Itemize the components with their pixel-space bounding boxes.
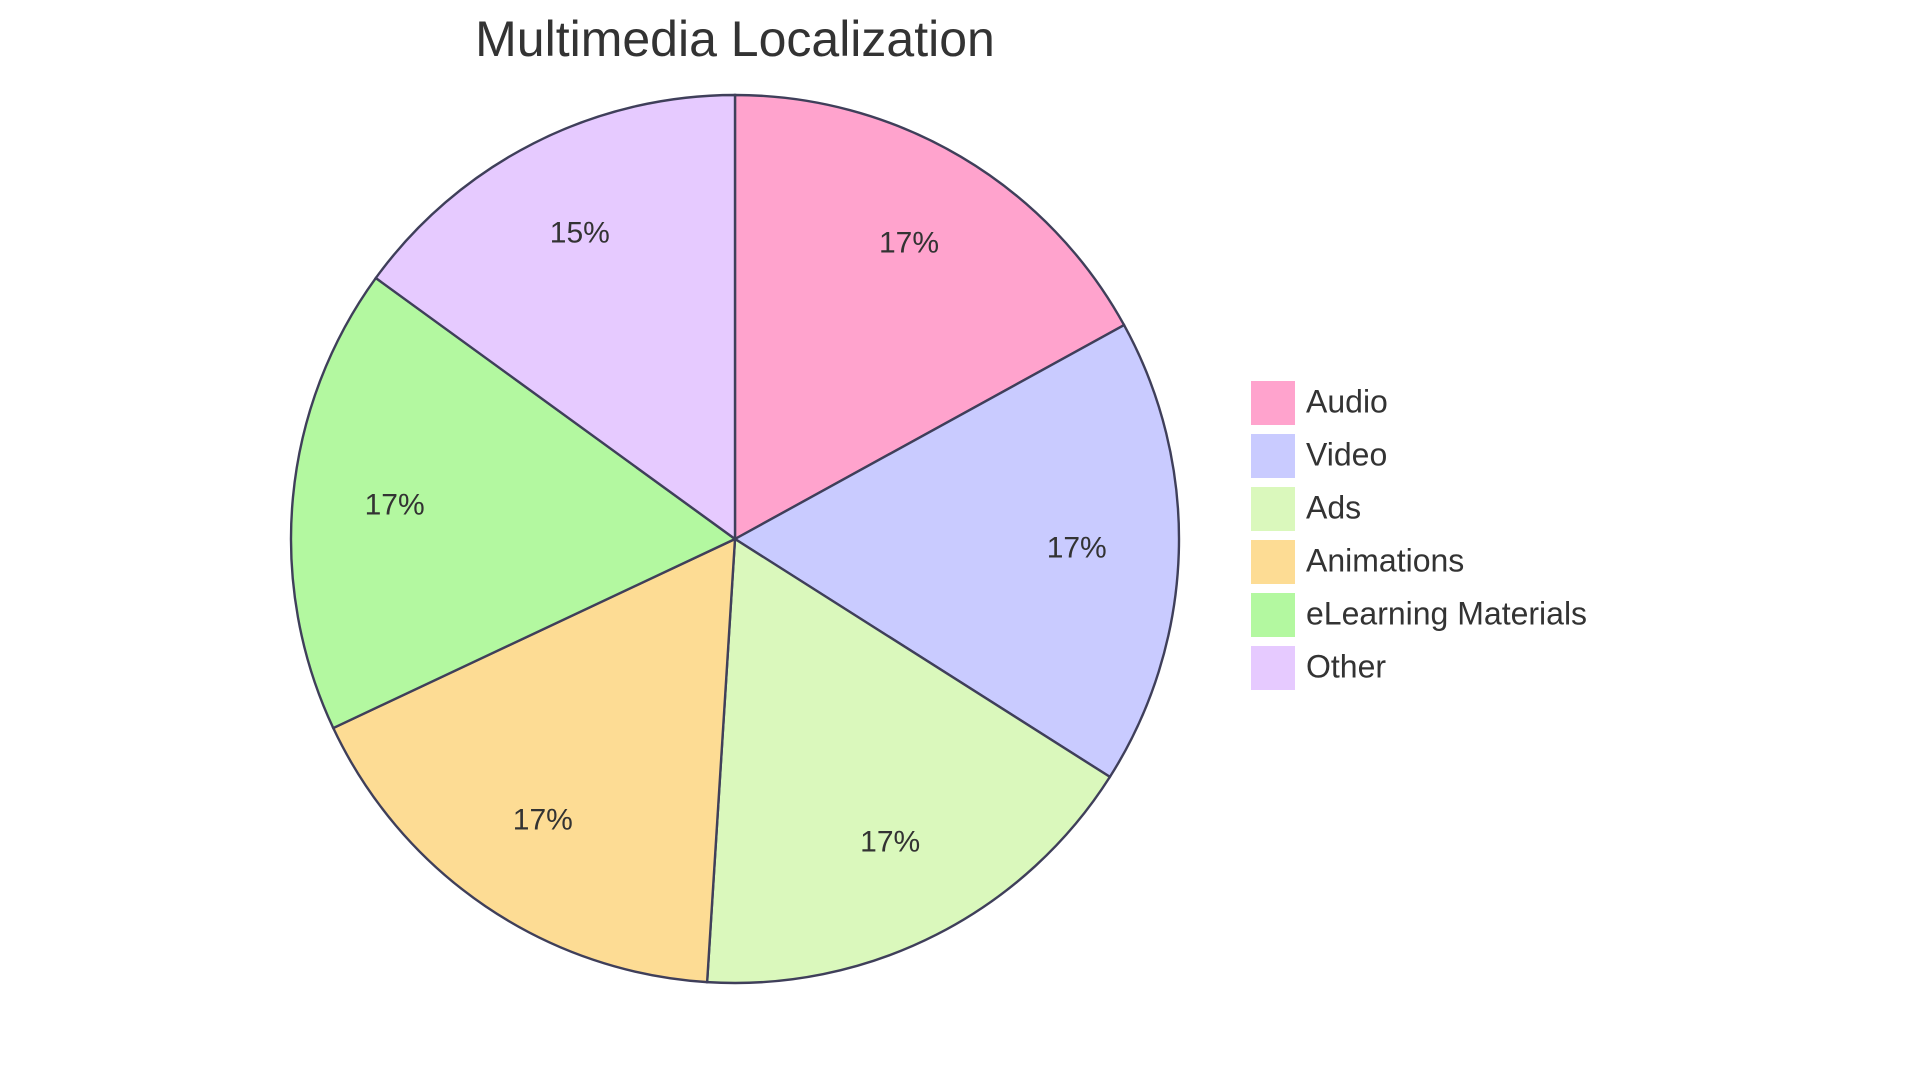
legend-label: Other: [1306, 648, 1386, 684]
legend-swatch: [1251, 381, 1295, 425]
chart-title: Multimedia Localization: [475, 11, 995, 67]
slice-label: 17%: [513, 804, 573, 837]
legend-label: Audio: [1306, 383, 1388, 419]
pie-slice: [733, 93, 1126, 542]
legend-swatch: [1251, 487, 1295, 531]
slice-label: 15%: [550, 216, 610, 249]
slice-label: 17%: [879, 227, 939, 260]
pie-slice: [289, 276, 738, 730]
slice-label: 17%: [365, 489, 425, 522]
pie-slice: [331, 537, 737, 984]
pie-slice: [374, 93, 737, 542]
legend-label: eLearning Materials: [1306, 595, 1587, 631]
legend-swatch: [1251, 540, 1295, 584]
legend-label: Ads: [1306, 489, 1361, 525]
legend-swatch: [1251, 593, 1295, 637]
slice-label: 17%: [1047, 532, 1107, 565]
legend-label: Video: [1306, 436, 1387, 472]
pie-slice: [705, 536, 1112, 985]
legend-swatch: [1251, 646, 1295, 690]
pie-slice: [732, 323, 1181, 779]
legend-label: Animations: [1306, 542, 1464, 578]
slice-label: 17%: [860, 826, 920, 859]
legend-swatch: [1251, 434, 1295, 478]
